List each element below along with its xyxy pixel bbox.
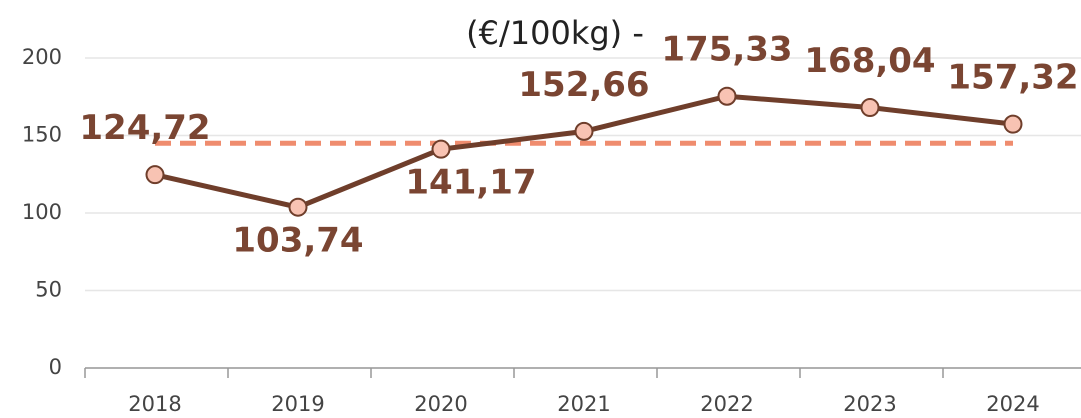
data-label: 141,17: [405, 163, 536, 203]
x-tick-label: 2023: [843, 392, 896, 416]
y-tick-label: 100: [22, 200, 62, 224]
marker: [145, 165, 165, 185]
chart-title: (€/100kg) -: [466, 14, 644, 52]
marker: [431, 139, 451, 159]
x-tick-label: 2024: [986, 392, 1039, 416]
marker: [574, 121, 594, 141]
y-tick-label: 50: [35, 278, 62, 302]
x-tick-label: 2021: [557, 392, 610, 416]
marker: [717, 86, 737, 106]
x-tick-label: 2020: [414, 392, 467, 416]
marker: [1003, 114, 1023, 134]
data-label: 124,72: [79, 108, 210, 148]
data-label: 103,74: [232, 221, 363, 261]
marker: [288, 197, 308, 217]
data-label: 168,04: [804, 41, 935, 81]
marker: [860, 98, 880, 118]
x-tick-label: 2022: [700, 392, 753, 416]
line-series: [154, 93, 1014, 210]
data-label: 157,32: [947, 58, 1078, 98]
data-label: 152,66: [518, 65, 649, 105]
y-tick-label: 200: [22, 45, 62, 69]
x-tick-label: 2018: [128, 392, 181, 416]
data-label: 175,33: [661, 30, 792, 70]
y-tick-label: 150: [22, 123, 62, 147]
x-tick-label: 2019: [271, 392, 324, 416]
y-tick-label: 0: [49, 355, 62, 379]
